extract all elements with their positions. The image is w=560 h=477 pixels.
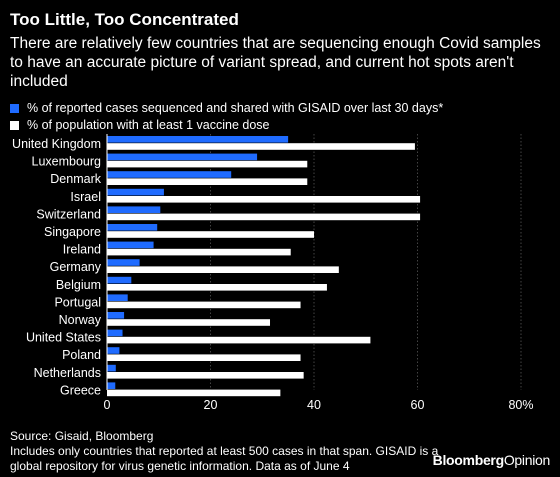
bar-vaccinated bbox=[107, 354, 301, 361]
legend-item-vaccinated: % of population with at least 1 vaccine … bbox=[10, 117, 443, 134]
category-label: United Kingdom bbox=[12, 137, 101, 151]
bar-sequenced bbox=[107, 364, 116, 372]
bar-sequenced bbox=[107, 136, 289, 143]
category-label: Belgium bbox=[56, 278, 101, 292]
bar-sequenced bbox=[107, 329, 123, 337]
legend: % of reported cases sequenced and shared… bbox=[10, 100, 443, 134]
bar-sequenced bbox=[107, 382, 116, 389]
bar-vaccinated bbox=[107, 389, 281, 397]
legend-label-vaccinated: % of population with at least 1 vaccine … bbox=[27, 118, 270, 132]
bar-sequenced bbox=[107, 276, 132, 284]
bar-vaccinated bbox=[107, 336, 371, 344]
bar-vaccinated bbox=[107, 301, 301, 309]
chart-title: Too Little, Too Concentrated bbox=[10, 10, 239, 29]
x-tick-label: 0 bbox=[104, 398, 111, 412]
bar-vaccinated bbox=[107, 248, 291, 256]
x-tick-label: 60 bbox=[411, 398, 425, 412]
category-label: United States bbox=[26, 331, 101, 345]
source-note: Source: Gisaid, Bloomberg bbox=[10, 429, 154, 443]
bar-sequenced bbox=[107, 347, 120, 354]
footnote: Includes only countries that reported at… bbox=[10, 444, 439, 473]
x-tick-label: 20 bbox=[204, 398, 218, 412]
x-tick-label: 40 bbox=[307, 398, 321, 412]
category-label: Germany bbox=[50, 260, 102, 274]
brand-logo: BloombergOpinion bbox=[432, 452, 551, 468]
category-label: Poland bbox=[62, 348, 101, 362]
brand-bold: Bloomberg bbox=[432, 452, 505, 468]
bar-sequenced bbox=[107, 294, 128, 301]
x-tick-label: 80% bbox=[508, 398, 533, 412]
footer: Source: Gisaid, Bloomberg Includes only … bbox=[10, 429, 470, 474]
bar-vaccinated bbox=[107, 160, 308, 168]
bar-vaccinated bbox=[107, 372, 304, 379]
chart-subtitle: There are relatively few countries that … bbox=[10, 35, 541, 90]
legend-swatch-blue bbox=[10, 104, 19, 113]
category-label: Portugal bbox=[54, 295, 101, 309]
bar-vaccinated bbox=[107, 284, 327, 291]
bar-vaccinated bbox=[107, 266, 339, 273]
category-label: Israel bbox=[70, 190, 101, 204]
bar-vaccinated bbox=[107, 213, 421, 221]
category-label: Denmark bbox=[50, 172, 101, 186]
bar-vaccinated bbox=[107, 319, 271, 326]
bar-sequenced bbox=[107, 206, 161, 213]
bar-vaccinated bbox=[107, 196, 421, 203]
category-label: Luxembourg bbox=[32, 155, 102, 169]
category-label: Switzerland bbox=[36, 207, 101, 221]
bar-sequenced bbox=[107, 188, 164, 196]
legend-item-sequenced: % of reported cases sequenced and shared… bbox=[10, 100, 443, 117]
category-label: Singapore bbox=[44, 225, 101, 239]
category-label: Norway bbox=[59, 313, 102, 327]
brand-light: Opinion bbox=[503, 452, 550, 468]
category-label: Netherlands bbox=[34, 366, 101, 380]
bar-vaccinated bbox=[107, 231, 314, 238]
bar-sequenced bbox=[107, 224, 158, 231]
bar-sequenced bbox=[107, 312, 125, 319]
bar-vaccinated bbox=[107, 143, 415, 150]
bar-sequenced bbox=[107, 171, 232, 178]
bar-sequenced bbox=[107, 153, 258, 161]
legend-label-sequenced: % of reported cases sequenced and shared… bbox=[27, 101, 444, 115]
bar-sequenced bbox=[107, 259, 140, 266]
bar-sequenced bbox=[107, 241, 154, 249]
legend-swatch-white bbox=[10, 121, 19, 130]
category-label: Ireland bbox=[63, 243, 101, 257]
category-label: Greece bbox=[60, 383, 101, 397]
bar-vaccinated bbox=[107, 178, 308, 185]
